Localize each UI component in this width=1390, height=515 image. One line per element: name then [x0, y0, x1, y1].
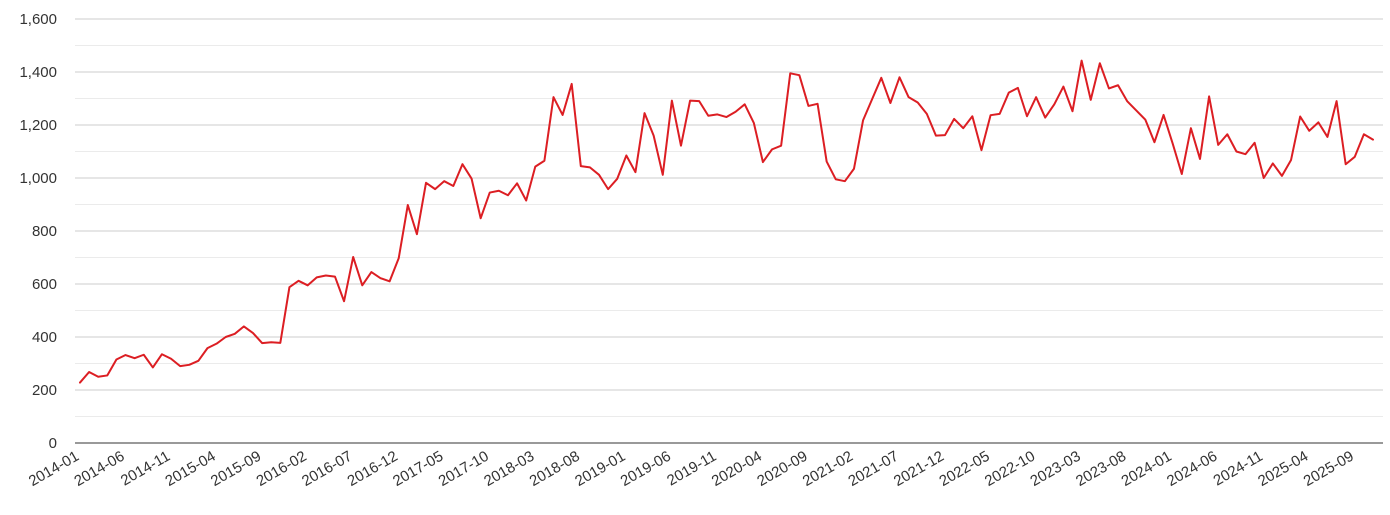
y-tick-label: 200	[32, 382, 57, 399]
y-tick-label: 400	[32, 329, 57, 346]
series-layer	[79, 59, 1374, 384]
y-axis-ticks: 0 200 400 600 800 1,000 1,200 1,400 1,600	[19, 11, 57, 452]
x-tick-label: 2025-04	[1255, 448, 1311, 490]
x-tick-label: 2017-05	[390, 448, 446, 490]
x-tick-label: 2019-11	[664, 448, 719, 490]
x-tick-label: 2014-06	[71, 448, 127, 490]
y-tick-label: 0	[49, 435, 57, 452]
x-tick-label: 2022-05	[936, 448, 992, 490]
x-tick-label: 2021-02	[800, 448, 856, 490]
x-tick-label: 2021-07	[845, 448, 901, 490]
x-tick-label: 2020-04	[709, 448, 765, 490]
x-tick-label: 2023-08	[1073, 448, 1129, 490]
x-tick-label: 2017-10	[436, 448, 492, 490]
series-line	[79, 59, 1374, 384]
y-tick-label: 1,400	[19, 64, 57, 81]
x-tick-label: 2015-09	[208, 448, 264, 490]
x-tick-label: 2014-11	[118, 448, 173, 490]
x-tick-label: 2018-03	[481, 448, 537, 490]
x-tick-label: 2024-11	[1211, 448, 1266, 490]
x-tick-label: 2019-01	[572, 448, 628, 490]
y-tick-label: 1,200	[19, 117, 57, 134]
x-tick-label: 2025-09	[1301, 448, 1357, 490]
x-tick-label: 2020-09	[754, 448, 810, 490]
x-tick-label: 2018-08	[527, 448, 583, 490]
x-tick-label: 2024-01	[1118, 448, 1174, 490]
x-tick-label: 2016-02	[253, 448, 309, 490]
x-tick-label: 2019-06	[618, 448, 674, 490]
x-tick-label: 2023-03	[1027, 448, 1083, 490]
x-tick-label: 2014-01	[26, 448, 82, 490]
x-tick-label: 2021-12	[891, 448, 947, 490]
x-axis-ticks: 2014-012014-062014-112015-042015-092016-…	[26, 448, 1357, 490]
y-tick-label: 1,600	[19, 11, 57, 28]
y-tick-label: 800	[32, 223, 57, 240]
x-tick-label: 2024-06	[1164, 448, 1220, 490]
x-tick-label: 2022-10	[982, 448, 1038, 490]
x-tick-label: 2016-07	[299, 448, 355, 490]
y-tick-label: 1,000	[19, 170, 57, 187]
gridlines	[75, 18, 1383, 417]
x-tick-label: 2015-04	[162, 448, 218, 490]
x-tick-label: 2016-12	[345, 448, 401, 490]
y-tick-label: 600	[32, 276, 57, 293]
